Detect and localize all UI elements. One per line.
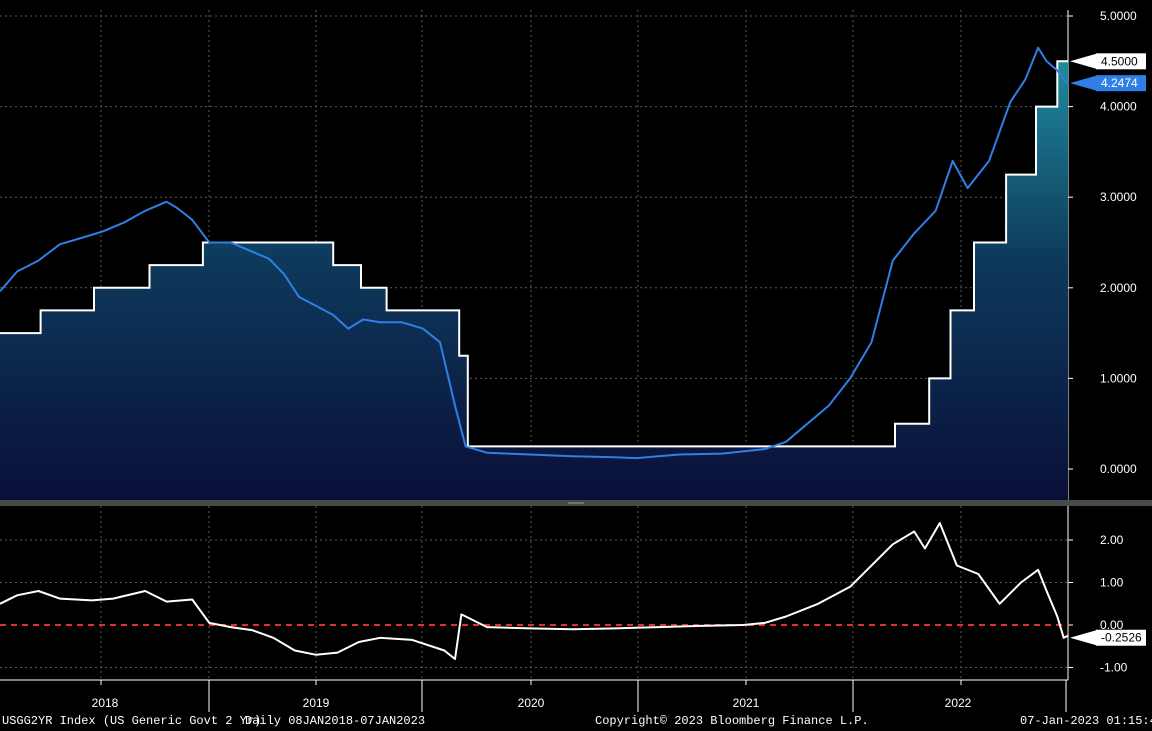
fed-funds-step-line xyxy=(0,60,1068,448)
y-tick-label: 1.00 xyxy=(1100,576,1124,590)
footer-index-label: USGG2YR Index (US Generic Govt 2 Yr) xyxy=(2,714,262,728)
x-tick-label: 2020 xyxy=(518,696,545,710)
lower-panel: 2.00 1.00 0.00 -1.00 -0.2526 xyxy=(0,506,1146,680)
x-tick-label: 2021 xyxy=(733,696,760,710)
y-tick-label: 1.0000 xyxy=(1100,371,1137,385)
value-badge-spread-box xyxy=(1096,629,1146,646)
value-badge-step-box xyxy=(1096,53,1146,70)
y-tick-label: 2.0000 xyxy=(1100,281,1137,295)
spread-line xyxy=(0,522,1069,660)
x-axis: 2018 2019 2020 2021 2022 xyxy=(0,679,1068,712)
fed-funds-area xyxy=(0,61,1068,501)
x-tick-label: 2019 xyxy=(303,696,330,710)
y-tick-label: 5.0000 xyxy=(1100,9,1137,23)
value-badge-yield-box xyxy=(1096,75,1146,92)
value-badge-step: 4.5000 xyxy=(1101,54,1138,68)
yield-2yr-line xyxy=(0,46,1069,460)
footer-range-label: Daily 08JAN2018-07JAN2023 xyxy=(245,714,426,728)
y-tick-label: -1.00 xyxy=(1100,661,1128,675)
y-tick-label: 0.0000 xyxy=(1100,462,1137,476)
y-tick-label: 0.00 xyxy=(1100,618,1124,632)
value-badge-spread-arrow xyxy=(1070,629,1098,646)
value-badge-yield-arrow xyxy=(1070,75,1098,92)
y-tick-label: 2.00 xyxy=(1100,533,1124,547)
upper-panel: 5.0000 4.0000 3.0000 2.0000 1.0000 0.0000 4.50… xyxy=(0,9,1146,501)
y-tick-label: 3.0000 xyxy=(1100,190,1137,204)
value-badge-spread: -0.2526 xyxy=(1101,631,1142,645)
chart: 5.0000 4.0000 3.0000 2.0000 1.0000 0.0000 4.50… xyxy=(0,9,1152,712)
value-badge-step-arrow xyxy=(1070,53,1098,70)
footer: USGG2YR Index (US Generic Govt 2 Yr) Dai… xyxy=(0,712,1152,731)
value-badge-yield: 4.2474 xyxy=(1101,76,1138,90)
panel-divider[interactable] xyxy=(0,500,1152,506)
x-tick-label: 2018 xyxy=(92,696,119,710)
footer-timestamp: 07-Jan-2023 01:15:46 xyxy=(1020,714,1152,728)
y-tick-label: 4.0000 xyxy=(1100,100,1137,114)
x-tick-label: 2022 xyxy=(945,696,972,710)
footer-copyright: Copyright© 2023 Bloomberg Finance L.P. xyxy=(595,714,869,728)
